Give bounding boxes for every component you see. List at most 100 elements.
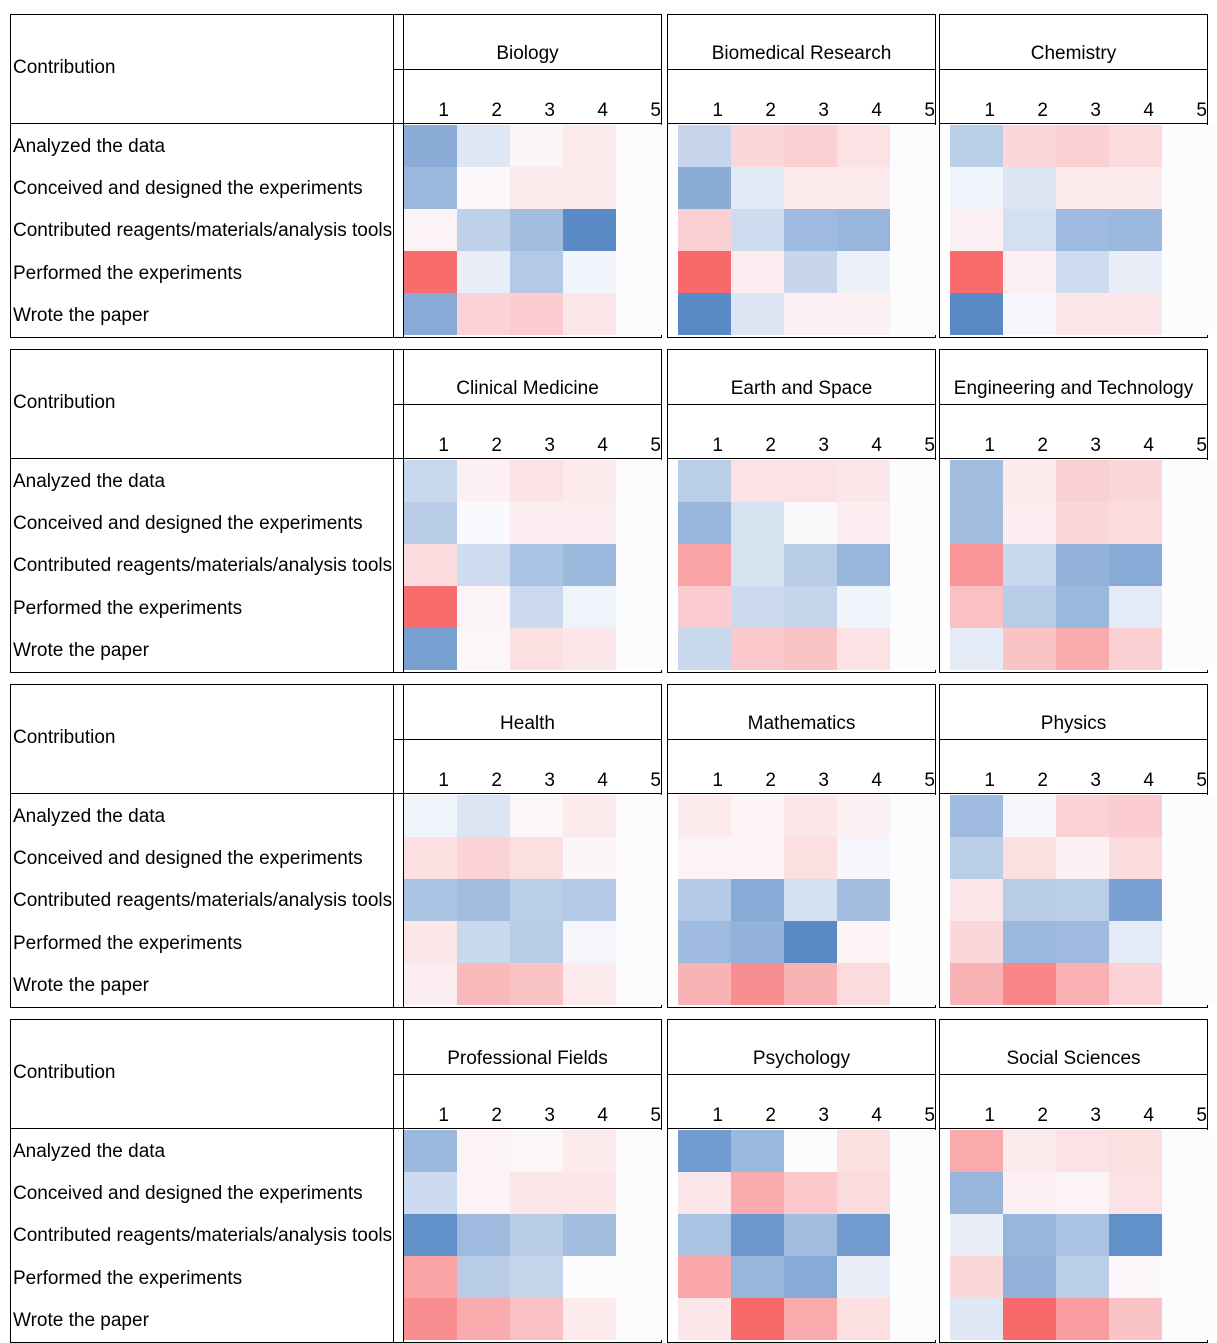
heatmap-cell [837,837,890,879]
heatmap-cell [890,963,943,1005]
column-tick-label: 2 [491,1105,502,1126]
row-label: Contributed reagents/materials/analysis … [13,1225,393,1246]
heatmap-cell [678,125,731,167]
panel-title: Professional Fields [447,1048,608,1069]
heatmap-cell [950,921,1003,963]
row-label: Conceived and designed the experiments [13,848,363,869]
heatmap-cell [1162,963,1215,1005]
heatmap-cell [616,586,669,628]
heatmap-cell [404,1256,457,1298]
heatmap-cell [457,795,510,837]
heatmap-cell [404,879,457,921]
heatmap-panel: Professional Fields 1 2 3 4 5 [393,1019,669,1343]
heatmap-cell [616,879,669,921]
heatmap-cell [1056,293,1109,335]
row-label-column: Contribution Analyzed the data Conceived a… [10,1019,404,1343]
column-tick-label: 3 [544,435,555,456]
heatmap-cell [890,251,943,293]
column-tick-label: 2 [765,1105,776,1126]
heatmap-cell [784,586,837,628]
heatmap-cell [678,1256,731,1298]
heatmap-cell [510,1214,563,1256]
heatmap-cell [950,1256,1003,1298]
heatmap-cell [890,460,943,502]
column-tick-label: 3 [1090,100,1101,121]
heatmap-cell [1056,586,1109,628]
heatmap-cell [457,963,510,1005]
heatmap-cell [510,1130,563,1172]
heatmap-cell [784,1256,837,1298]
heatmap-cell [1003,963,1056,1005]
heatmap-cell [1056,879,1109,921]
heatmap-cell [616,837,669,879]
row-header-cell [11,685,403,794]
heatmap-cell [1003,293,1056,335]
row-label: Wrote the paper [13,975,149,996]
column-tick-label: 1 [712,770,723,791]
panel-row: Contribution Analyzed the data Conceived a… [10,14,1217,338]
column-tick-label: 3 [818,100,829,121]
heatmap-cell [563,209,616,251]
heatmap-cell [784,251,837,293]
heatmap-cell [616,921,669,963]
heatmap-cell [510,921,563,963]
heatmap-cell [1003,209,1056,251]
row-label: Performed the experiments [13,598,243,619]
heatmap-cell [731,502,784,544]
heatmap-cell [563,460,616,502]
panel-title: Physics [1040,713,1107,734]
heatmap-cell [1109,293,1162,335]
heatmap-cell [1056,209,1109,251]
heatmap-cell [404,1172,457,1214]
heatmap-cell [1003,628,1056,670]
heatmap-cell [678,628,731,670]
heatmap-cell [837,628,890,670]
heatmap-cell [731,209,784,251]
heatmap-cell [678,921,731,963]
heatmap-cell [678,209,731,251]
heatmap-cell [784,209,837,251]
column-tick-label: 3 [1090,770,1101,791]
column-tick-label: 5 [650,435,661,456]
heatmap-cell [731,879,784,921]
heatmap-cell [784,1172,837,1214]
heatmap-cell [950,1172,1003,1214]
panel-title-rule [668,739,935,740]
heatmap-panel: Engineering and Technology 1 2 3 4 5 [939,349,1215,673]
column-tick-label: 5 [650,100,661,121]
heatmap-cell [404,460,457,502]
heatmap-cell [1003,1130,1056,1172]
panel-header-rule [668,1128,935,1129]
heatmap-cell [404,293,457,335]
heatmap-cell [563,1256,616,1298]
heatmap-cell [678,837,731,879]
column-tick-label: 1 [438,100,449,121]
heatmap-cell [510,795,563,837]
contribution-header: Contribution [13,727,116,748]
heatmap-cell [890,586,943,628]
column-tick-label: 1 [438,1105,449,1126]
row-label: Performed the experiments [13,1268,243,1289]
heatmap-cell [784,167,837,209]
heatmap-cell [1003,795,1056,837]
heatmap-cell [457,879,510,921]
heatmap-cell [784,544,837,586]
heatmap-cell [563,1214,616,1256]
heatmap-cell [1109,1130,1162,1172]
row-label: Wrote the paper [13,305,149,326]
heatmap-cell [616,1214,669,1256]
heatmap-cell [890,293,943,335]
panel-header-rule [668,793,935,794]
panel-title: Psychology [752,1048,851,1069]
heatmap-cell [457,167,510,209]
heatmap-cell [1162,1256,1215,1298]
heatmap-cell [1162,460,1215,502]
heatmap-cell [404,502,457,544]
column-tick-label: 4 [1143,1105,1154,1126]
heatmap-cell [510,502,563,544]
panel-title: Biology [496,43,559,64]
heatmap-cell [1109,1172,1162,1214]
heatmap-cell [1056,502,1109,544]
heatmap-cell [404,963,457,1005]
